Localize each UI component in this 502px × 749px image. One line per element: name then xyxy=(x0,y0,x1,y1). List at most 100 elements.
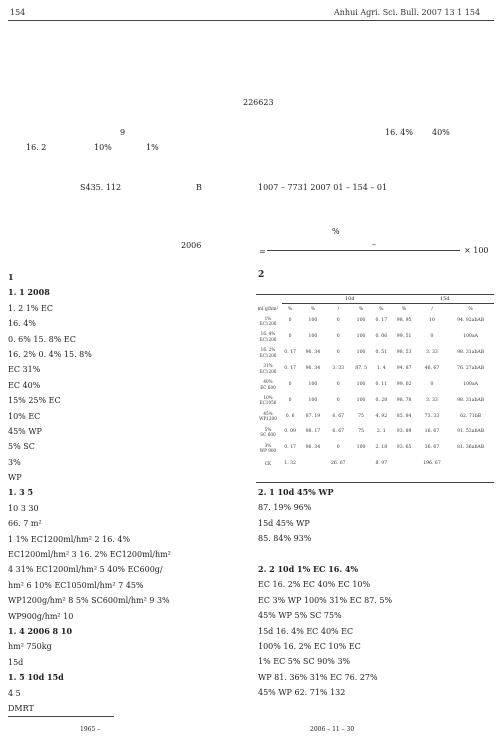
table-header-cell: % xyxy=(468,306,473,312)
treatment-cell: 40% EC 600 xyxy=(260,379,276,390)
table-row: 1% EC1200 0 100 0 100 0. 17 98. 95 10 94. 92abAB xyxy=(256,313,494,329)
table-cell: 16. 67 xyxy=(424,429,440,435)
table-row: 40% EC 600 0 100 0 100 0. 11 99. 02 0 100aA xyxy=(256,377,494,393)
table-header-cell: % xyxy=(287,306,293,312)
text-line: 45% WP xyxy=(8,426,42,436)
table-cell: 93. 65 xyxy=(396,445,412,451)
text-line: 1 xyxy=(8,272,14,282)
table-cell: 81. 36abAB xyxy=(457,445,485,451)
table-cell: 87. 5 xyxy=(355,365,367,371)
table-cell: 1. 32 xyxy=(284,461,296,467)
table-cell: 0 xyxy=(336,381,340,387)
text-line: 100% 16. 2% EC 10% EC xyxy=(258,641,361,651)
treatment-cell: CK xyxy=(264,461,272,467)
table-cell: 100 xyxy=(308,381,318,387)
text-line: WP1200g/hm² 8 5% SC600ml/hm² 9 3% xyxy=(8,596,170,606)
table-header-cell: % xyxy=(379,306,384,312)
text-line: 3% xyxy=(8,457,21,467)
table-cell: 98. 95 xyxy=(396,318,412,324)
table-row: 16. 2% EC1200 0. 17 96. 34 0 100 0. 51 98. 53 3… xyxy=(256,345,494,361)
table-header-cell: ml g/hm² xyxy=(257,306,279,312)
table-cell: 99. 51 xyxy=(396,334,412,340)
table-cell: 100 xyxy=(356,381,366,387)
text-line: 87. 19% 96% xyxy=(258,503,312,513)
received-year: 2006 xyxy=(181,241,202,250)
text-line: 4 31% EC1200ml/hm² 5 40% EC600g/ xyxy=(8,565,163,575)
table-cell: 36. 67 xyxy=(424,445,440,451)
text-line: EC 16. 2% EC 40% EC 10% xyxy=(258,580,371,590)
text-line: 85. 84% 93% xyxy=(258,534,312,544)
table-cell: 100 xyxy=(308,334,318,340)
table-cell: 94. 87 xyxy=(396,365,412,371)
table-cell: 100 xyxy=(356,318,366,324)
table-cell: 96. 34 xyxy=(305,350,321,356)
treatment-cell: 3% WP 900 xyxy=(259,442,277,454)
table-row: 3% WP 900 0. 17 96. 34 0 100 2. 18 93. 65 36. 6… xyxy=(256,440,494,456)
table-cell: 0. 06 xyxy=(375,334,388,340)
table-cell: 98. 17 xyxy=(305,429,321,435)
treatment-cell: 16. 2% EC1200 xyxy=(259,347,277,358)
text-line: 10 3 30 xyxy=(8,503,39,513)
text-line: 1% EC 5% SC 90% 3% xyxy=(258,657,351,667)
table-cell: 0. 51 xyxy=(375,350,388,356)
text-line: 15d 45% WP xyxy=(258,518,310,528)
table-cell: 0 xyxy=(336,318,340,324)
table-cell: 6. 67 xyxy=(332,429,345,435)
table-header-cell: / xyxy=(337,306,340,312)
text-line: EC1200ml/hm² 3 16. 2% EC1200ml/hm² xyxy=(8,550,171,560)
formula-equals: = xyxy=(259,247,266,256)
received-date: 2006 – 11 – 30 xyxy=(310,726,355,733)
table-cell: 62. 71bB xyxy=(460,413,482,419)
section-2-heading: 2 xyxy=(258,270,265,280)
right-column-text: 2. 1 10d 45% WP 87. 19% 96% 15d 45% WP xyxy=(258,485,496,700)
formula-dash: – xyxy=(372,240,376,249)
text-line: WP xyxy=(8,473,22,483)
table-cell: 99. 02 xyxy=(396,381,412,387)
abstract-number: 9 xyxy=(120,128,126,137)
table-cell: 0 xyxy=(336,445,340,451)
text-line: EC 3% WP 100% 31% EC 87. 5% xyxy=(258,595,393,605)
text-line: hm² 750kg xyxy=(8,642,52,652)
table-cell: 3. 33 xyxy=(426,350,438,356)
text-line: EC 31% xyxy=(8,365,41,375)
table-cell: 0. 28 xyxy=(375,397,388,403)
text-line: 1. 3 5 xyxy=(8,487,34,498)
treatment-cell: 45% WP1200 xyxy=(259,410,277,422)
table-cell: 46. 67 xyxy=(424,365,440,371)
table-cell: 93. 89 xyxy=(396,429,412,435)
table-cell: 100aA xyxy=(463,381,478,387)
table-cell: 75 xyxy=(358,429,364,435)
text-line: 5% SC xyxy=(8,442,35,452)
table-cell: 0. 11 xyxy=(375,381,388,387)
table-cell: 6. 67 xyxy=(332,413,345,419)
text-line: 1. 1 2008 xyxy=(8,287,50,298)
text-line: 1. 2 1% EC xyxy=(8,303,54,313)
table-header-cell: / xyxy=(431,306,433,312)
table-cell: 87. 19 xyxy=(305,413,321,419)
table-cell xyxy=(447,456,494,472)
formula-fraction-bar xyxy=(267,250,460,251)
table-cell: 100 xyxy=(356,397,366,403)
treatment-cell: 31% EC1200 xyxy=(259,363,277,374)
table-cell: 3. 33 xyxy=(332,365,345,371)
text-line: 66. 7 m² xyxy=(8,519,42,529)
left-column-text: 1 1. 1 2008 1. 2 1% EC 16. 4% 0. 6% 1 xyxy=(8,270,244,716)
abstract-value-3: 16. 2 xyxy=(26,143,47,152)
table-cell: 0. 09 xyxy=(284,429,296,435)
text-line: 15% 25% EC xyxy=(8,396,61,406)
table-cell: 100aA xyxy=(463,334,478,340)
text-line: 45% WP 5% SC 75% xyxy=(258,611,342,621)
page-number: 154 xyxy=(10,8,26,17)
text-line: 15d xyxy=(8,657,24,667)
text-line xyxy=(258,547,496,562)
table-cell: 0. 17 xyxy=(284,445,296,451)
table-cell: 26. 67 xyxy=(330,461,346,467)
abstract-value-1: 16. 4% xyxy=(385,128,413,137)
text-line: 4 5 xyxy=(8,688,21,698)
treatment-cell: 10% EC1050 xyxy=(259,394,277,406)
table-group-rule xyxy=(282,303,494,304)
table-row: 5% SC 600 0. 09 98. 17 6. 67 75 2. 1 93. 89 16.… xyxy=(256,424,494,440)
text-line: 16. 4% xyxy=(8,319,36,329)
header-rule xyxy=(8,20,494,21)
table-group-10d: 10d xyxy=(345,296,355,302)
